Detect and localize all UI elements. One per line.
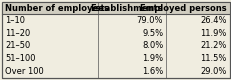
Text: 11.9%: 11.9% bbox=[200, 29, 226, 38]
Text: 26.4%: 26.4% bbox=[200, 16, 226, 25]
Text: 21–50: 21–50 bbox=[5, 41, 30, 50]
Text: 1.6%: 1.6% bbox=[141, 67, 163, 76]
Text: 8.0%: 8.0% bbox=[141, 41, 163, 50]
Text: Number of employees: Number of employees bbox=[5, 4, 109, 13]
Text: 9.5%: 9.5% bbox=[142, 29, 163, 38]
Bar bbox=[2, 2, 229, 14]
Text: 11–20: 11–20 bbox=[5, 29, 30, 38]
Text: Employed persons: Employed persons bbox=[140, 4, 226, 13]
Text: 79.0%: 79.0% bbox=[136, 16, 163, 25]
Text: 11.5%: 11.5% bbox=[200, 54, 226, 63]
Text: 1.9%: 1.9% bbox=[142, 54, 163, 63]
Text: 29.0%: 29.0% bbox=[200, 67, 226, 76]
Text: 1–10: 1–10 bbox=[5, 16, 25, 25]
Text: Over 100: Over 100 bbox=[5, 67, 44, 76]
Text: 51–100: 51–100 bbox=[5, 54, 35, 63]
Text: 21.2%: 21.2% bbox=[200, 41, 226, 50]
Text: Establishments: Establishments bbox=[90, 4, 163, 13]
